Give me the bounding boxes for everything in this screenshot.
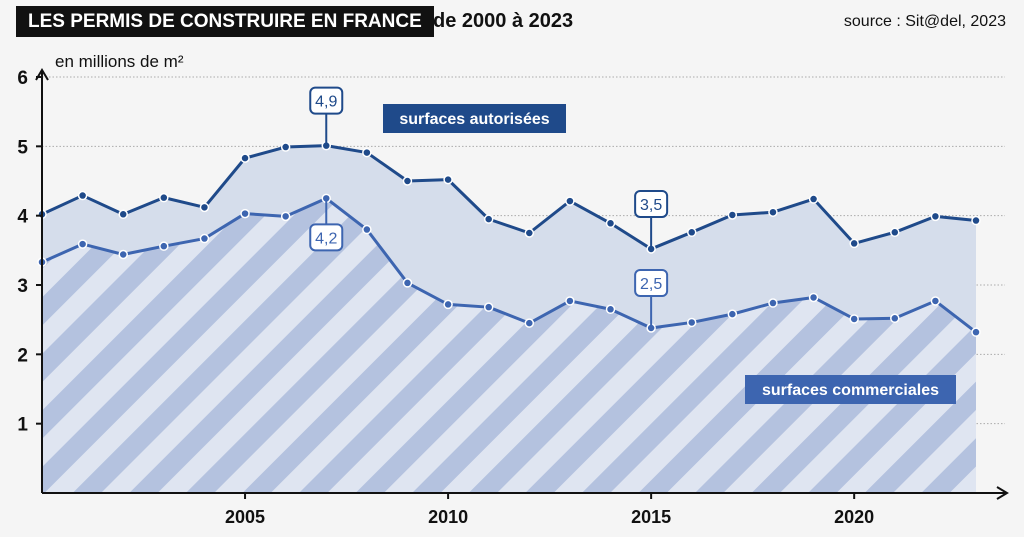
point-surfaces-commerciales <box>159 241 169 251</box>
point-surfaces-autorisees <box>402 176 413 186</box>
point-surfaces-commerciales <box>930 296 941 306</box>
point-surfaces-commerciales <box>280 211 291 222</box>
chart-subtitle: de 2000 à 2023 <box>433 10 574 32</box>
line-surfaces-autorisees <box>41 144 977 251</box>
point-surfaces-autorisees <box>199 202 210 213</box>
point-surfaces-commerciales <box>77 239 88 249</box>
y-tick-label: 1 <box>17 415 28 436</box>
x-tick-label: 2020 <box>834 507 874 527</box>
point-surfaces-autorisees <box>443 174 453 185</box>
point-surfaces-autorisees <box>524 228 535 238</box>
annotation-box <box>309 86 344 115</box>
point-surfaces-commerciales <box>118 249 128 260</box>
point-surfaces-commerciales <box>565 296 575 306</box>
point-surfaces-commerciales <box>768 298 778 308</box>
legend-surfaces-autorisees-bg <box>383 104 566 133</box>
annotation-box <box>634 268 669 297</box>
point-surfaces-commerciales <box>402 278 413 288</box>
annotation-label: 4,2 <box>315 230 337 247</box>
point-surfaces-commerciales <box>727 309 738 319</box>
point-surfaces-autorisees <box>159 192 169 203</box>
point-surfaces-commerciales <box>849 314 859 324</box>
x-axis-arrow-icon <box>996 486 1009 500</box>
point-surfaces-autorisees <box>686 227 697 238</box>
point-surfaces-autorisees <box>768 207 778 217</box>
point-surfaces-commerciales <box>524 318 535 328</box>
point-surfaces-autorisees <box>483 214 494 224</box>
point-surfaces-autorisees <box>565 196 575 206</box>
source-note: source : Sit@del, 2023 <box>843 13 1006 30</box>
y-tick-label: 3 <box>17 276 28 297</box>
point-surfaces-commerciales <box>605 304 616 315</box>
x-tick-label: 2015 <box>631 507 671 527</box>
point-surfaces-autorisees <box>930 211 941 222</box>
chart-title: LES PERMIS DE CONSTRUIRE EN FRANCE <box>16 6 434 37</box>
point-surfaces-autorisees <box>971 215 981 226</box>
annotation-box <box>309 223 344 252</box>
annotation-label: 3,5 <box>640 197 662 214</box>
y-tick-label: 6 <box>17 68 28 89</box>
y-tick-label: 5 <box>17 137 28 158</box>
point-surfaces-autorisees <box>280 142 291 152</box>
point-surfaces-autorisees <box>605 218 616 229</box>
line-surfaces-commerciales <box>41 196 977 334</box>
y-axis-label: en millions de m² <box>55 52 184 71</box>
area-surfaces-commerciales <box>42 198 976 494</box>
point-surfaces-autorisees <box>77 190 88 201</box>
point-surfaces-commerciales <box>483 302 494 312</box>
point-surfaces-autorisees <box>727 210 738 220</box>
point-surfaces-commerciales <box>971 327 981 337</box>
legend-surfaces-autorisees: surfaces autorisées <box>399 111 549 128</box>
legend-surfaces-commerciales-bg <box>745 375 956 404</box>
x-tick-label: 2005 <box>225 507 265 527</box>
point-surfaces-commerciales <box>686 317 697 328</box>
point-surfaces-commerciales <box>808 292 819 303</box>
point-surfaces-commerciales <box>199 233 210 244</box>
annotation-label: 4,9 <box>315 94 337 111</box>
annotation-label: 2,5 <box>640 276 662 293</box>
point-surfaces-autorisees <box>849 238 859 249</box>
y-tick-label: 2 <box>17 345 28 366</box>
point-surfaces-autorisees <box>890 227 900 238</box>
legend-surfaces-commerciales: surfaces commerciales <box>762 382 939 399</box>
annotation-box <box>634 189 669 218</box>
y-tick-label: 4 <box>17 207 28 228</box>
point-surfaces-commerciales <box>362 224 372 235</box>
point-surfaces-autorisees <box>118 209 128 220</box>
x-tick-label: 2010 <box>428 507 468 527</box>
point-surfaces-autorisees <box>362 147 372 158</box>
point-surfaces-commerciales <box>240 208 250 219</box>
point-surfaces-commerciales <box>890 313 900 324</box>
point-surfaces-autorisees <box>240 153 250 163</box>
point-surfaces-commerciales <box>443 299 453 310</box>
point-surfaces-autorisees <box>808 194 819 204</box>
